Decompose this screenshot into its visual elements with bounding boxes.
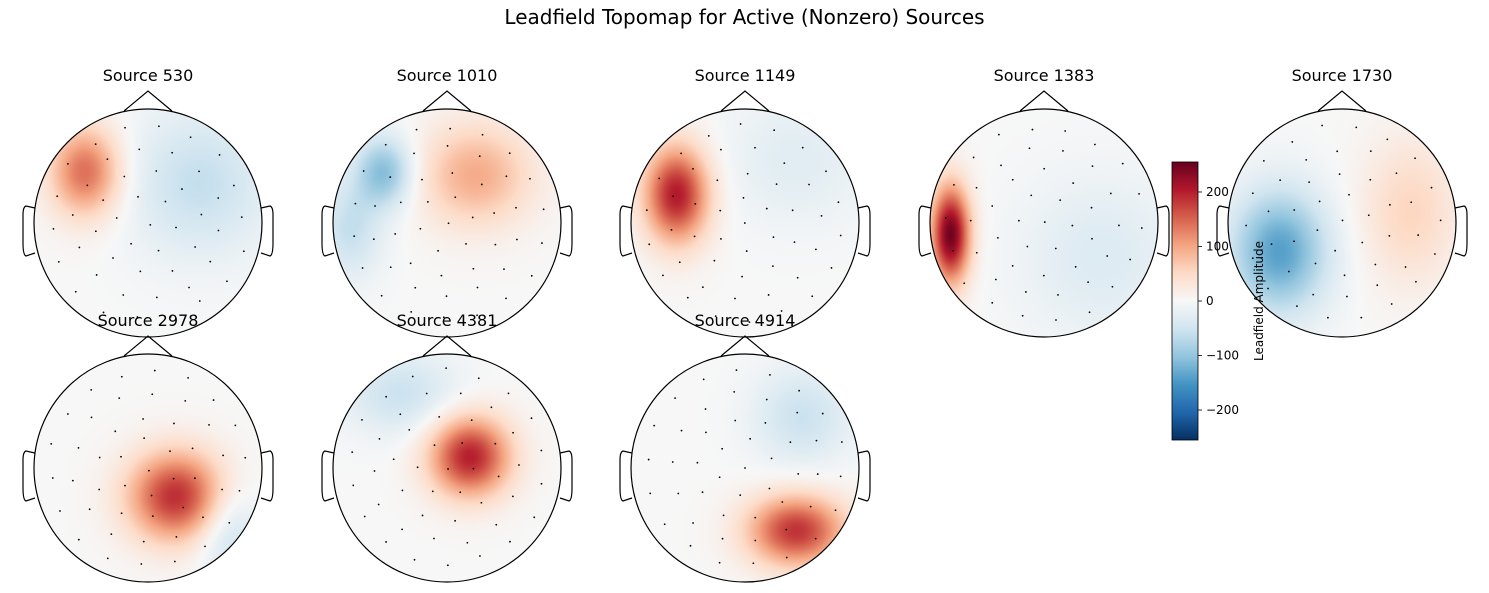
head-outline-6 [332, 353, 562, 583]
left-ear-3 [918, 205, 932, 257]
nose-5 [123, 335, 173, 357]
subplot-title-4: Source 1730 [1292, 66, 1393, 85]
subplot-title-3: Source 1383 [994, 66, 1095, 85]
topomap-field-5 [34, 354, 262, 582]
right-ear-4 [1454, 205, 1468, 257]
subplot-title-0: Source 530 [103, 66, 194, 85]
colorbar-tick-label-4: 200 [1206, 185, 1229, 199]
topomaps-layer: Source 530 Source 1010 Source 1149 Source 1… [22, 66, 1468, 583]
colorbar-gradient [1171, 161, 1199, 441]
colorbar: −200 −100 0 100 200 Leadfield Amplitude [1171, 161, 1266, 441]
topomap-4: Source 1730 [1216, 66, 1468, 338]
sensor-dots-6 [351, 367, 543, 567]
topomap-2: Source 1149 [619, 66, 871, 338]
right-ear-1 [559, 205, 573, 257]
topomap-6: Source 4381 [321, 311, 573, 583]
colorbar-tick-label-2: 0 [1206, 294, 1214, 308]
left-ear-2 [619, 205, 633, 257]
nose-3 [1019, 90, 1069, 112]
sensor-dots-3 [944, 128, 1143, 321]
left-ear-1 [321, 205, 335, 257]
head-outline-0 [33, 108, 263, 338]
topomap-field-3 [930, 109, 1158, 337]
subplot-title-6: Source 4381 [397, 311, 498, 330]
sensor-dots-5 [50, 369, 247, 565]
sensor-dots-4 [1245, 124, 1442, 319]
right-ear-3 [1156, 205, 1170, 257]
left-ear-7 [619, 450, 633, 502]
subplot-title-2: Source 1149 [695, 66, 796, 85]
right-ear-7 [857, 450, 871, 502]
subplot-title-5: Source 2978 [98, 311, 199, 330]
nose-4 [1317, 90, 1367, 112]
topomap-field-0 [34, 109, 262, 337]
topomap-field-6 [333, 354, 561, 582]
right-ear-0 [260, 205, 274, 257]
head-outline-1 [332, 108, 562, 338]
nose-7 [720, 335, 770, 357]
sensor-dots-2 [645, 123, 842, 324]
subplot-title-1: Source 1010 [397, 66, 498, 85]
topomap-5: Source 2978 [22, 311, 274, 583]
right-ear-6 [559, 450, 573, 502]
nose-2 [720, 90, 770, 112]
topomap-7: Source 4914 [619, 311, 871, 583]
head-outline-7 [630, 353, 860, 583]
colorbar-tick-label-0: −200 [1206, 403, 1239, 417]
left-ear-6 [321, 450, 335, 502]
colorbar-label: Leadfield Amplitude [1252, 241, 1266, 361]
topomap-3: Source 1383 [918, 66, 1170, 338]
nose-0 [123, 90, 173, 112]
head-outline-5 [33, 353, 263, 583]
left-ear-0 [22, 205, 36, 257]
topomap-0: Source 530 [22, 66, 274, 338]
sensor-dots-7 [647, 369, 843, 565]
right-ear-2 [857, 205, 871, 257]
subplot-title-7: Source 4914 [695, 311, 796, 330]
head-outline-4 [1227, 108, 1457, 338]
nose-1 [422, 90, 472, 112]
nose-6 [422, 335, 472, 357]
page-title: Leadfield Topomap for Active (Nonzero) S… [504, 5, 985, 29]
left-ear-4 [1216, 205, 1230, 257]
sensor-dots-0 [52, 125, 245, 318]
colorbar-tick-label-1: −100 [1206, 349, 1239, 363]
head-outline-3 [929, 108, 1159, 338]
topomap-field-4 [1228, 109, 1456, 337]
colorbar-tick-label-3: 100 [1206, 239, 1229, 253]
topomap-1: Source 1010 [321, 66, 573, 338]
topomap-field-1 [333, 109, 561, 337]
head-outline-2 [630, 108, 860, 338]
sensor-dots-1 [353, 127, 545, 319]
right-ear-5 [260, 450, 274, 502]
left-ear-5 [22, 450, 36, 502]
